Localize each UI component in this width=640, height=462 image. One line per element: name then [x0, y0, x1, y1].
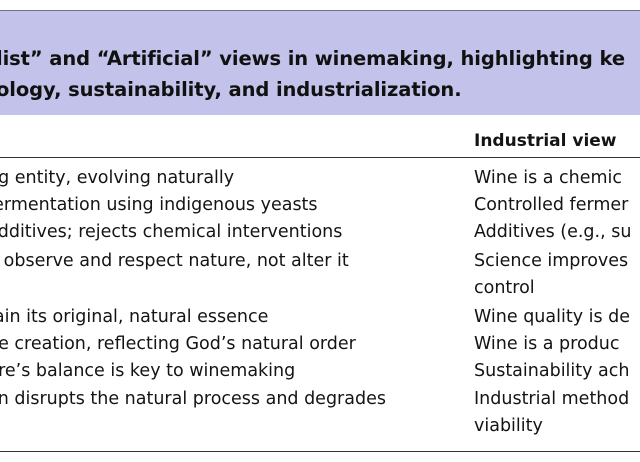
table-cell-right: Wine is a chemic: [474, 168, 623, 188]
table-cell-right: viability: [474, 416, 543, 436]
table-cell-right: Controlled fermer: [474, 195, 629, 215]
table-cell-right: Wine quality is de: [474, 307, 631, 327]
table-caption: list” and “Artificial” views in winemaki…: [0, 10, 640, 115]
table-cell-left: tain its original, natural essence: [0, 307, 269, 327]
table-cell-right: Additives (e.g., su: [474, 222, 632, 242]
table-cell-right: Sustainability ach: [474, 361, 630, 381]
table-bottom-rule: [0, 451, 640, 452]
table-cell-right: Science improves: [474, 251, 629, 271]
header-divider: [0, 157, 640, 158]
caption-line-1: list” and “Artificial” views in winemaki…: [0, 47, 625, 70]
table-cell-right: Industrial method: [474, 389, 630, 409]
table-cell-left: on disrupts the natural process and degr…: [0, 389, 386, 409]
table-cell-right: Wine is a produc: [474, 334, 620, 354]
table-cell-right: control: [474, 278, 535, 298]
table-cell-left: fermentation using indigenous yeasts: [0, 195, 318, 215]
table-cell-left: d observe and respect nature, not alter …: [0, 251, 349, 271]
table-cell-left: ng entity, evolving naturally: [0, 168, 235, 188]
table-cell-left: ne creation, reflecting God’s natural or…: [0, 334, 356, 354]
caption-line-2: ology, sustainability, and industrializa…: [0, 78, 462, 101]
column-header-industrial-view: Industrial view: [474, 131, 617, 151]
table-cell-left: additives; rejects chemical intervention…: [0, 222, 343, 242]
table-cell-left: ure’s balance is key to winemaking: [0, 361, 296, 381]
